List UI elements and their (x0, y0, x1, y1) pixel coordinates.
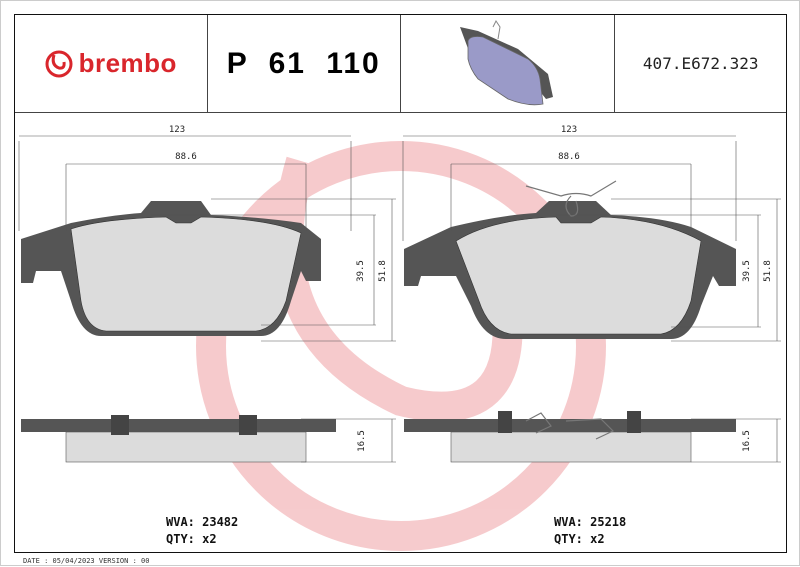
brake-pad-preview (459, 19, 553, 105)
brand-cell: brembo (15, 15, 208, 112)
left-pad-side-view (21, 415, 396, 463)
date-version-footer: DATE : 05/04/2023 VERSION : 00 (23, 557, 150, 565)
left-inner-height-dim: 39.5 (356, 260, 366, 282)
brand-name: brembo (78, 48, 177, 78)
right-height-dim: 51.8 (763, 260, 773, 282)
part-number-cell: P 61 110 (208, 15, 401, 112)
left-inner-width-dim: 88.6 (175, 152, 197, 162)
reference-cell: 407.E672.323 (615, 15, 786, 112)
brembo-logo-icon (45, 50, 73, 77)
left-pad-info: WVA: 23482 QTY: x2 (166, 514, 238, 548)
left-width-dim: 123 (169, 125, 185, 135)
left-pad-front-view (18, 135, 396, 342)
left-qty: QTY: x2 (166, 532, 217, 546)
right-pad-front-view (402, 135, 781, 342)
right-inner-height-dim: 39.5 (742, 260, 752, 282)
header-row: brembo P 61 110 407.E672.323 (15, 15, 786, 113)
right-inner-width-dim: 88.6 (558, 152, 580, 162)
right-thickness-dim: 16.5 (742, 430, 752, 452)
right-width-dim: 123 (561, 125, 577, 135)
left-height-dim: 51.8 (378, 260, 388, 282)
preview-cell (401, 15, 616, 112)
right-pad-info: WVA: 25218 QTY: x2 (554, 514, 626, 548)
right-qty: QTY: x2 (554, 532, 605, 546)
reference-number: 407.E672.323 (642, 54, 759, 73)
right-wva: WVA: 25218 (554, 515, 627, 529)
right-pad-side-view (404, 411, 781, 463)
left-wva: WVA: 23482 (166, 515, 239, 529)
title-frame: brembo P 61 110 407.E672.323 (14, 14, 787, 553)
left-thickness-dim: 16.5 (357, 430, 367, 452)
part-number: P 61 110 (226, 46, 381, 80)
